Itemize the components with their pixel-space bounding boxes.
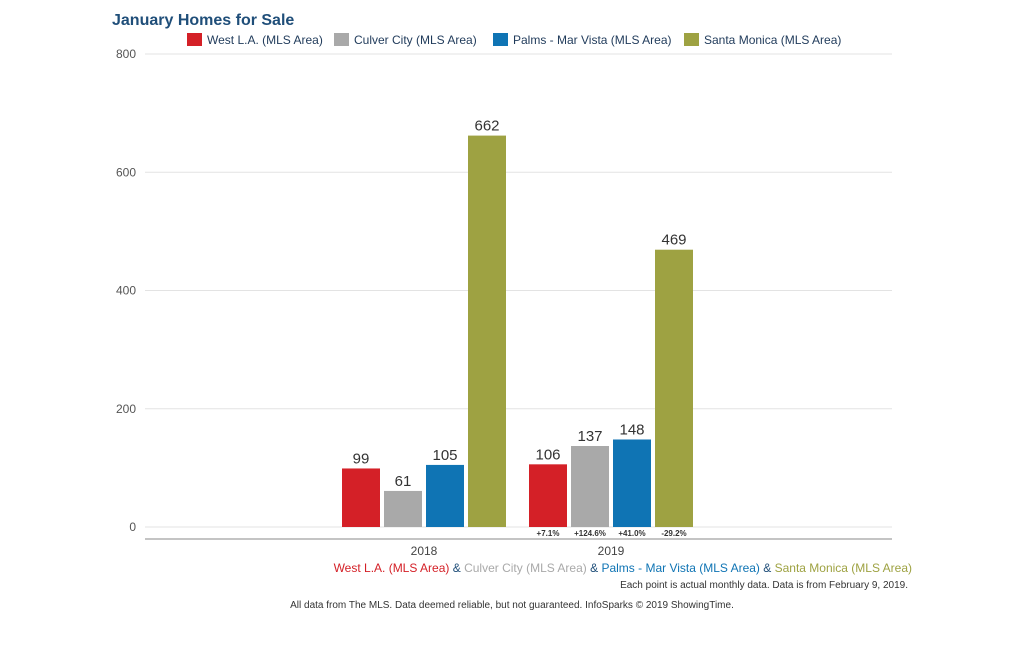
- footer-source: All data from The MLS. Data deemed relia…: [290, 600, 734, 611]
- bar-value-label: 105: [432, 447, 457, 464]
- y-tick-label: 0: [129, 520, 136, 534]
- legend-swatch: [334, 33, 349, 46]
- change-label: +124.6%: [574, 529, 606, 538]
- x-category-label: 2019: [598, 544, 625, 558]
- footer-series-name: Santa Monica (MLS Area): [775, 561, 912, 575]
- change-label: -29.2%: [661, 529, 686, 538]
- legend: West L.A. (MLS Area) Culver City (MLS Are…: [187, 33, 841, 47]
- bar-value-label: 137: [577, 428, 602, 445]
- y-axis: 0 200 400 600 800: [116, 47, 136, 534]
- y-tick-label: 400: [116, 284, 136, 298]
- x-category-label: 2018: [411, 544, 438, 558]
- footer-connector: &: [587, 561, 602, 575]
- bar: [529, 464, 567, 527]
- bar-value-label: 469: [661, 232, 686, 249]
- footer-series-name: West L.A. (MLS Area): [334, 561, 450, 575]
- legend-swatch: [684, 33, 699, 46]
- bar-value-label: 106: [535, 446, 560, 463]
- bar-value-label: 148: [619, 421, 644, 438]
- bars: 99 61 105 662 106 +7.1% 137 +124.6% 148 +41.0% 469…: [342, 118, 693, 538]
- bar: [426, 464, 464, 527]
- legend-label: Santa Monica (MLS Area): [704, 33, 841, 47]
- bar-value-label: 662: [474, 118, 499, 135]
- y-tick-label: 200: [116, 402, 136, 416]
- footer-series-line: West L.A. (MLS Area) & Culver City (MLS …: [334, 561, 912, 575]
- footer-connector: &: [760, 561, 775, 575]
- chart-title: January Homes for Sale: [112, 12, 294, 29]
- change-label: +7.1%: [537, 529, 560, 538]
- legend-swatch: [187, 33, 202, 46]
- bar: [655, 249, 693, 528]
- bar-value-label: 61: [395, 473, 412, 490]
- legend-label: Culver City (MLS Area): [354, 33, 477, 47]
- legend-label: West L.A. (MLS Area): [207, 33, 323, 47]
- bar: [468, 135, 506, 527]
- bar: [342, 468, 380, 527]
- legend-label: Palms - Mar Vista (MLS Area): [513, 33, 671, 47]
- legend-swatch: [493, 33, 508, 46]
- gridlines: [145, 53, 892, 528]
- bar: [384, 490, 422, 527]
- y-tick-label: 600: [116, 165, 136, 179]
- change-label: +41.0%: [618, 529, 645, 538]
- footer-series-name: Culver City (MLS Area): [464, 561, 587, 575]
- bar: [571, 445, 609, 527]
- footer-series-name: Palms - Mar Vista (MLS Area): [601, 561, 759, 575]
- bar: [613, 439, 651, 527]
- footer-connector: &: [449, 561, 464, 575]
- y-tick-label: 800: [116, 47, 136, 61]
- bar-value-label: 99: [353, 450, 370, 467]
- footer-note: Each point is actual monthly data. Data …: [620, 580, 908, 591]
- x-axis: 2018 2019: [145, 538, 892, 558]
